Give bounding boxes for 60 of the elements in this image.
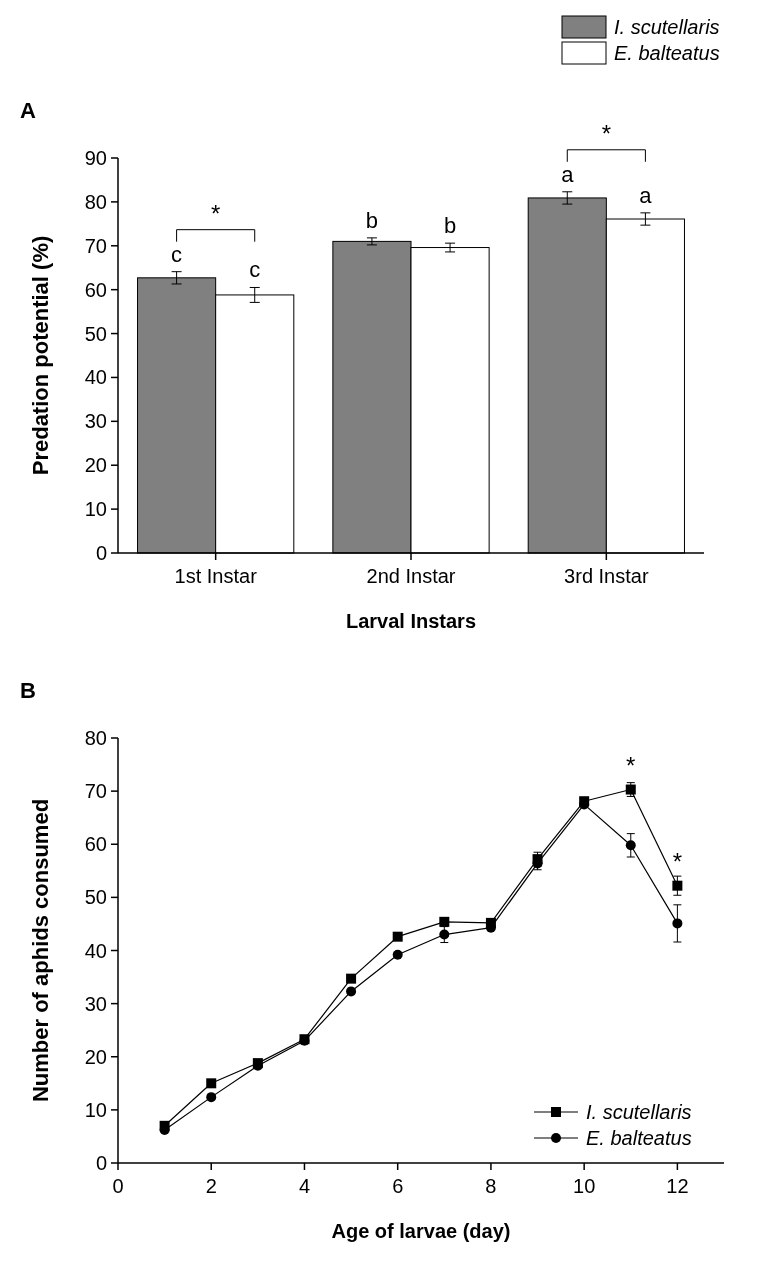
y-tick-label: 80 [84, 727, 107, 749]
x-tick-label: 8 [485, 1175, 497, 1197]
point [672, 880, 683, 891]
point [346, 973, 357, 984]
annotation: * [672, 847, 683, 875]
y-axis-title: Number of aphids consumed [28, 798, 53, 1103]
data-label: a [561, 161, 575, 187]
y-tick-label: 50 [84, 886, 107, 909]
y-tick-label: 80 [84, 190, 107, 213]
x-tick-label: 10 [573, 1175, 596, 1197]
y-tick-label: 60 [84, 833, 107, 856]
y-tick-label: 10 [84, 498, 107, 521]
point [392, 949, 403, 960]
data-label: c [171, 241, 183, 267]
chart-title: A [20, 98, 36, 123]
point [392, 931, 403, 942]
data-label: c [249, 257, 261, 283]
y-tick-label: 0 [95, 1152, 107, 1174]
y-tick-label: 70 [84, 234, 107, 257]
annotation: * [601, 119, 612, 147]
y-tick-label: 20 [84, 454, 107, 477]
y-tick-label: 20 [84, 1045, 107, 1068]
y-tick-label: 30 [84, 410, 107, 433]
legend-label: E. balteatus [614, 42, 720, 64]
legend-label: I. scutellaris [614, 16, 720, 38]
y-tick-label: 60 [84, 278, 107, 301]
legend-label: E. balteatus [586, 1127, 692, 1149]
x-axis-title: Age of larvae (day) [331, 1220, 511, 1242]
x-tick-label: 2 [205, 1175, 217, 1197]
data-label: b [443, 213, 457, 239]
data-label: a [639, 182, 653, 208]
point [346, 986, 357, 997]
y-tick-label: 10 [84, 1098, 107, 1121]
y-tick-label: 40 [84, 366, 107, 389]
y-tick-label: 30 [84, 992, 107, 1015]
y-axis-title: Predation potential (%) [28, 235, 53, 476]
y-tick-label: 0 [95, 542, 107, 564]
annotation: * [626, 751, 636, 779]
point [206, 1092, 217, 1103]
x-tick-label: 6 [392, 1175, 404, 1197]
point [439, 916, 450, 927]
point [206, 1078, 217, 1089]
point [672, 918, 683, 929]
y-tick-label: 50 [84, 322, 107, 345]
x-tick-label: 4 [298, 1175, 311, 1197]
x-tick-label: 12 [666, 1175, 689, 1197]
x-axis-title: Larval Instars [345, 610, 477, 632]
x-tick-label: 3rd Instar [564, 565, 649, 587]
point [625, 840, 636, 851]
x-tick-label: 1st Instar [174, 565, 258, 587]
annotation: * [210, 199, 221, 227]
x-tick-label: 0 [112, 1175, 124, 1197]
data-label: b [365, 207, 379, 233]
chart-title: B [20, 678, 36, 703]
y-tick-label: 90 [84, 147, 107, 169]
legend-label: I. scutellaris [586, 1101, 692, 1123]
y-tick-label: 70 [84, 780, 107, 803]
x-tick-label: 2nd Instar [366, 565, 456, 587]
y-tick-label: 40 [84, 939, 107, 962]
point [439, 929, 450, 940]
